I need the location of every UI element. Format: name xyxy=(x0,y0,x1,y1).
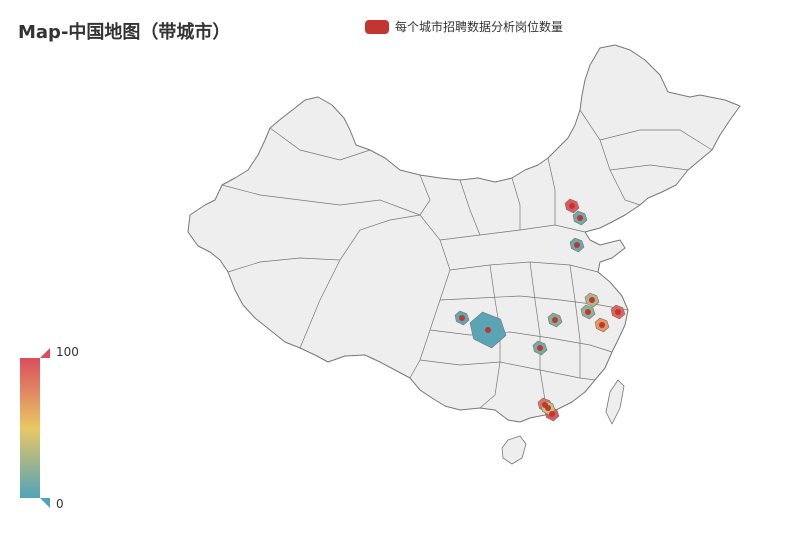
city-point-天津[interactable] xyxy=(577,215,583,221)
visual-map[interactable]: 100 0 xyxy=(18,345,79,515)
city-point-长沙[interactable] xyxy=(537,345,543,351)
region-boundary xyxy=(299,214,421,349)
map-regions xyxy=(187,44,741,465)
region-boundary xyxy=(269,127,371,161)
city-point-成都[interactable] xyxy=(459,315,465,321)
city-point-杭州[interactable] xyxy=(599,322,605,328)
chart-title: Map-中国地图（带城市） xyxy=(18,22,231,43)
region-boundary xyxy=(609,164,689,171)
region-boundary xyxy=(529,261,546,401)
city-point-东莞[interactable] xyxy=(545,405,551,411)
city-point-济南[interactable] xyxy=(574,242,580,248)
region-boundary xyxy=(479,264,501,409)
city-point-南京[interactable] xyxy=(589,297,595,303)
region-boundary xyxy=(511,177,521,230)
city-point-深圳[interactable] xyxy=(549,411,555,417)
visual-map-bar[interactable] xyxy=(20,358,40,498)
region-boundary xyxy=(227,257,341,273)
city-point-上海[interactable] xyxy=(615,309,621,315)
region-boundary xyxy=(439,295,629,311)
legend-label: 每个城市招聘数据分析岗位数量 xyxy=(395,20,564,34)
region-boundary xyxy=(459,179,481,236)
region-boundary xyxy=(221,184,421,216)
city-point-北京[interactable] xyxy=(569,203,575,209)
city-point-武汉[interactable] xyxy=(552,317,558,323)
region-boundary xyxy=(429,329,613,353)
city-point-重庆[interactable] xyxy=(485,327,491,333)
visual-map-min-handle[interactable] xyxy=(40,498,50,508)
legend-item[interactable]: 每个城市招聘数据分析岗位数量 xyxy=(365,18,563,35)
city-point-合肥[interactable] xyxy=(585,309,591,315)
region-boundary xyxy=(547,157,556,225)
legend-swatch xyxy=(365,19,389,34)
hainan-region xyxy=(501,435,527,465)
china-outline xyxy=(187,44,741,423)
visual-map-max-handle[interactable] xyxy=(40,348,50,358)
region-boundary xyxy=(569,264,581,378)
city-points xyxy=(459,203,621,417)
visual-map-max-label: 100 xyxy=(56,345,79,359)
region-boundary xyxy=(419,359,596,381)
region-boundary xyxy=(599,129,713,151)
visual-map-min-label: 0 xyxy=(56,497,64,511)
taiwan-region xyxy=(605,379,625,425)
